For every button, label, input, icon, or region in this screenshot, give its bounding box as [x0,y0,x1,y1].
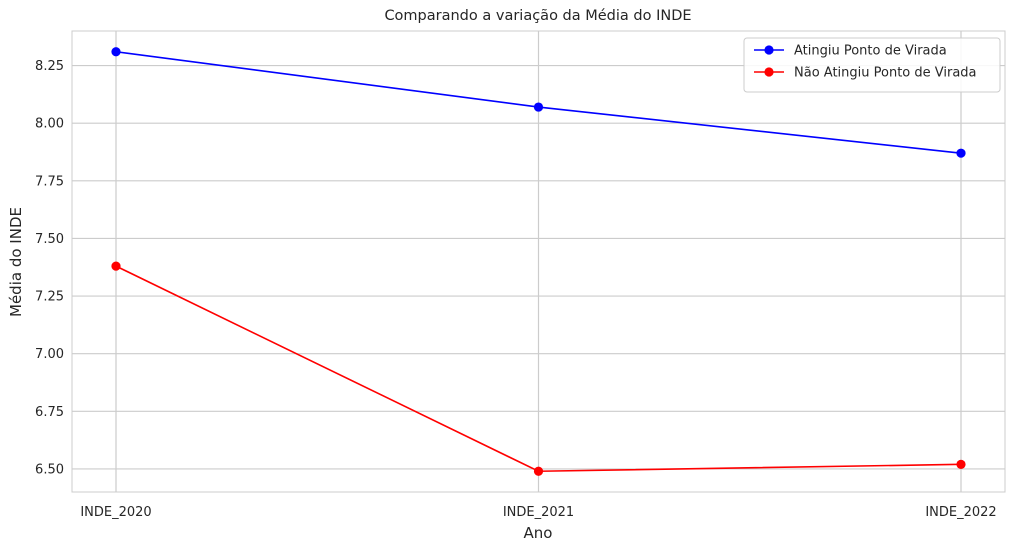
series-2 [111,261,966,476]
x-axis-label: Ano [524,524,553,542]
legend-label: Não Atingiu Ponto de Virada [794,66,977,81]
legend-entry: Não Atingiu Ponto de Virada [754,66,977,81]
data-point [956,459,966,469]
x-tick-label: INDE_2021 [503,505,574,520]
y-axis-ticks: 6.50 6.75 7.00 7.25 7.50 7.75 8.00 8.25 [35,59,64,477]
series [111,47,966,476]
legend-label: Atingiu Ponto de Virada [794,44,947,59]
x-tick-label: INDE_2022 [925,505,996,520]
data-point [111,47,121,57]
data-point [533,102,544,112]
y-axis-label: Média do INDE [7,207,25,317]
legend-entry: Atingiu Ponto de Virada [754,44,947,59]
plot-frame [71,30,1006,493]
y-tick-label: 6.75 [35,405,64,420]
data-point [533,466,544,476]
legend: Atingiu Ponto de Virada Não Atingiu Ponto… [743,37,1001,93]
y-tick-label: 6.50 [35,462,64,477]
x-tick-label: INDE_2020 [80,505,151,520]
legend-marker [764,67,774,77]
y-tick-label: 7.25 [35,290,64,305]
data-point [956,148,966,158]
y-tick-label: 7.00 [35,347,64,362]
chart-title: Comparando a variação da Média do INDE [384,8,691,24]
legend-box [743,37,1001,93]
data-point [111,261,121,271]
y-tick-label: 7.75 [35,174,64,189]
series-1 [111,47,966,158]
x-axis-ticks: INDE_2020 INDE_2021 INDE_2022 [80,505,996,520]
y-tick-label: 8.25 [35,59,64,74]
y-tick-label: 8.00 [35,117,64,132]
y-tick-label: 7.50 [35,232,64,247]
legend-marker [764,45,774,55]
